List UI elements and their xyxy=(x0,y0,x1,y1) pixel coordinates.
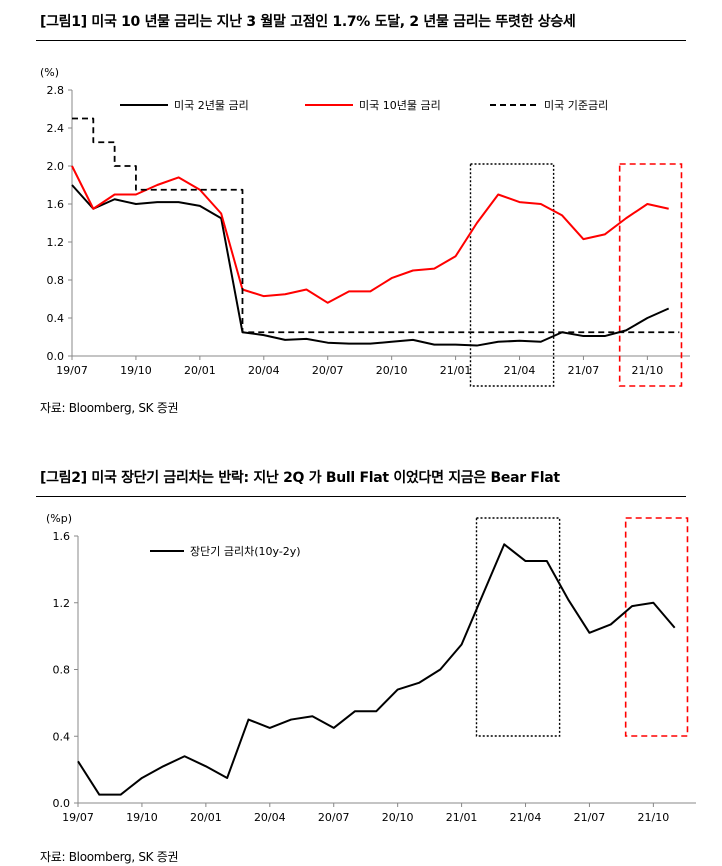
legend-label-1: 미국 2년물 금리 xyxy=(174,99,249,112)
x-tick-label: 21/10 xyxy=(638,811,670,824)
x-tick-label: 21/01 xyxy=(440,364,472,377)
x-tick-label: 21/07 xyxy=(568,364,600,377)
series-line-1 xyxy=(77,543,676,796)
x-tick-label: 21/01 xyxy=(446,811,478,824)
series-line-2 xyxy=(71,165,669,304)
y-tick-label: 0.8 xyxy=(47,274,65,287)
figure1-chart: (%) 0.0 0.4 0.8 1.2 1.6 2.0 2.4 2.8 19/07 19/10 20/… xyxy=(40,66,690,387)
y-tick-label: 0.0 xyxy=(47,350,65,363)
series-line-1 xyxy=(71,184,670,347)
figure2-title: [그림2] 미국 장단기 금리차는 반락: 지난 2Q 가 Bull Flat … xyxy=(40,470,560,486)
y-tick-label: 2.4 xyxy=(47,122,65,135)
figure2-title-rule xyxy=(36,496,686,497)
y-tick-label: 0.8 xyxy=(53,664,71,677)
series-line-3 xyxy=(72,117,680,334)
x-tick-label: 20/01 xyxy=(184,364,216,377)
x-tick-label: 20/04 xyxy=(254,811,286,824)
figure2-chart: (%p) 0.0 0.4 0.8 1.2 1.6 19/07 19/10 20/01 20/04 2… xyxy=(46,512,696,824)
legend-label-3: 미국 기준금리 xyxy=(544,99,608,112)
y-tick-label: 1.2 xyxy=(53,597,71,610)
x-tick-label: 21/04 xyxy=(504,364,536,377)
figure1-title: [그림1] 미국 10 년물 금리는 지난 3 월말 고점인 1.7% 도달, … xyxy=(40,14,576,30)
legend-label-1: 장단기 금리차(10y-2y) xyxy=(190,545,301,558)
y-tick-label: 1.6 xyxy=(47,198,65,211)
y-unit-label: (%) xyxy=(40,66,59,79)
y-tick-label: 0.4 xyxy=(47,312,65,325)
y-tick-label: 2.0 xyxy=(47,160,65,173)
highlight-box-2 xyxy=(618,163,683,387)
x-tick-label: 21/07 xyxy=(574,811,606,824)
x-tick-label: 21/04 xyxy=(510,811,542,824)
figure1-source: 자료: Bloomberg, SK 증권 xyxy=(40,401,179,415)
x-tick-label: 20/10 xyxy=(382,811,414,824)
x-tick-label: 20/10 xyxy=(376,364,408,377)
highlight-box-1 xyxy=(469,163,555,387)
y-tick-label: 0.0 xyxy=(53,797,71,810)
figure1-title-rule xyxy=(36,40,686,41)
x-tick-label: 20/01 xyxy=(190,811,222,824)
x-tick-label: 19/10 xyxy=(126,811,158,824)
y-tick-label: 0.4 xyxy=(53,730,71,743)
y-tick-label: 1.2 xyxy=(47,236,65,249)
x-tick-label: 20/07 xyxy=(318,811,350,824)
x-tick-label: 19/07 xyxy=(56,364,88,377)
highlight-box-2 xyxy=(624,517,689,737)
x-tick-label: 21/10 xyxy=(632,364,664,377)
x-tick-label: 20/07 xyxy=(312,364,344,377)
legend-label-2: 미국 10년물 금리 xyxy=(359,99,441,112)
y-unit-label: (%p) xyxy=(46,512,72,525)
x-tick-label: 19/07 xyxy=(62,811,94,824)
x-tick-label: 20/04 xyxy=(248,364,280,377)
y-tick-label: 1.6 xyxy=(53,530,71,543)
figure2-source: 자료: Bloomberg, SK 증권 xyxy=(40,850,179,864)
highlight-box-1 xyxy=(475,517,561,737)
x-tick-label: 19/10 xyxy=(120,364,152,377)
y-tick-label: 2.8 xyxy=(47,84,65,97)
